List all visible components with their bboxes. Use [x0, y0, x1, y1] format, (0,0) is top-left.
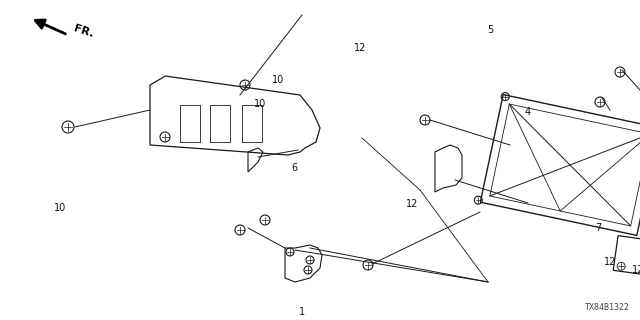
Text: 7: 7 — [595, 223, 601, 233]
Text: 5: 5 — [487, 25, 493, 35]
Text: 12: 12 — [632, 265, 640, 275]
Text: 6: 6 — [291, 163, 297, 173]
Text: 10: 10 — [54, 203, 66, 213]
Text: FR.: FR. — [72, 23, 95, 39]
Text: 12: 12 — [604, 257, 616, 267]
Text: 10: 10 — [272, 75, 284, 85]
Text: 10: 10 — [254, 99, 266, 109]
Text: 1: 1 — [299, 307, 305, 317]
Text: TX84B1322: TX84B1322 — [585, 303, 630, 312]
Text: 4: 4 — [525, 107, 531, 117]
Text: 12: 12 — [354, 43, 366, 53]
Text: 12: 12 — [406, 199, 418, 209]
